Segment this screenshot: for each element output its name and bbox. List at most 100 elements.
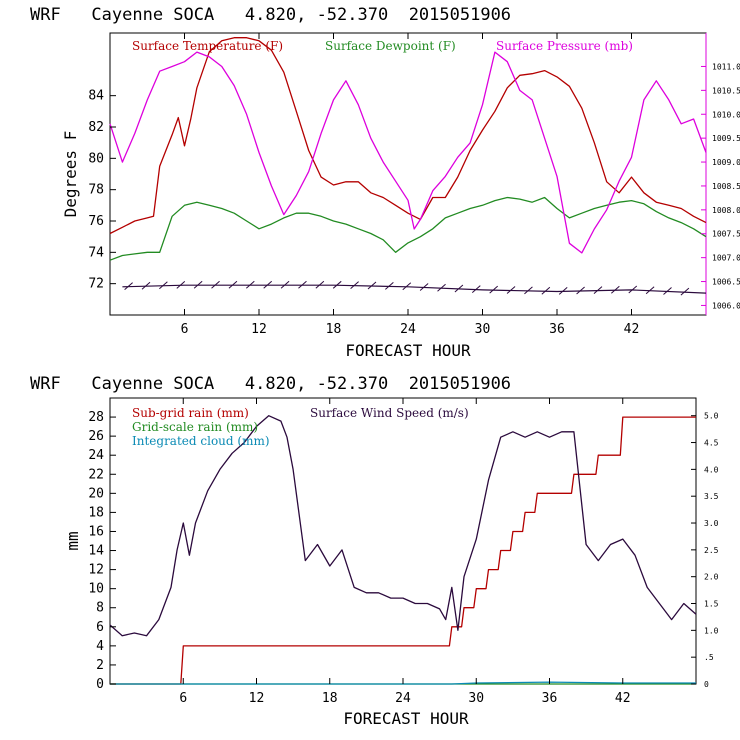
chart1-ytick-label: 78	[88, 183, 104, 198]
wind-barb	[385, 282, 394, 290]
legend-wind-speed: Surface Wind Speed (m/s)	[310, 406, 469, 420]
wind-barb	[558, 286, 568, 295]
chart1-ytick-label: 80	[88, 151, 104, 166]
wind-barb	[211, 280, 220, 289]
chart1-title: WRF Cayenne SOCA 4.820, -52.370 20150519…	[30, 5, 511, 25]
wind-barb	[280, 280, 290, 289]
chart1-y2tick-label: 1007.5	[712, 230, 740, 239]
wind-barb	[541, 286, 551, 295]
chart1-xtick-label: 12	[251, 322, 267, 337]
wind-barb	[524, 286, 533, 295]
chart2-y2tick-label: 4.0	[704, 465, 719, 474]
wind-barb	[576, 286, 585, 295]
chart1-xtick-label: 24	[400, 322, 416, 337]
chart1-xtick-label: 6	[181, 322, 189, 337]
chart2-ytick-label: 12	[88, 563, 104, 578]
legend-gridscale-rain: Grid-scale rain (mm)	[132, 420, 258, 434]
chart1-y2tick-label: 1009.5	[712, 134, 740, 143]
chart2-ytick-label: 6	[96, 620, 104, 635]
wind-barb	[628, 285, 638, 294]
chart2-ytick-label: 26	[88, 429, 104, 444]
chart1-y2tick-label: 1009.0	[712, 158, 740, 167]
chart2-xtick-label: 18	[322, 691, 338, 706]
chart2-y2tick-label: .5	[704, 653, 714, 662]
chart2-y2tick-label: 0	[704, 680, 709, 689]
precipitation-chart: WRF Cayenne SOCA 4.820, -52.370 20150519…	[30, 374, 719, 728]
chart2-ytick-label: 0	[96, 677, 104, 692]
series-line-surface-dewpoint-f	[109, 196, 707, 261]
chart2-y2tick-label: 2.5	[704, 546, 719, 555]
chart2-y2tick-label: 1.5	[704, 600, 719, 609]
chart2-ytick-label: 22	[88, 467, 104, 482]
wind-barb	[663, 287, 672, 295]
wind-barb	[159, 281, 168, 290]
wind-barb	[350, 281, 359, 290]
chart1-ytick-label: 82	[88, 120, 104, 135]
wind-barb	[315, 280, 325, 289]
chart2-ytick-label: 28	[88, 410, 104, 425]
chart2-title: WRF Cayenne SOCA 4.820, -52.370 20150519…	[30, 374, 511, 394]
chart1-y2tick-label: 1006.0	[712, 301, 740, 310]
wind-barb	[419, 283, 429, 291]
wind-barb	[611, 285, 620, 294]
temperature-chart: WRF Cayenne SOCA 4.820, -52.370 20150519…	[30, 5, 740, 360]
legend-temperature: Surface Temperature (F)	[132, 39, 283, 53]
wind-barb	[454, 284, 464, 293]
wind-barb	[506, 286, 516, 294]
chart1-xtick-label: 42	[624, 322, 640, 337]
chart2-xtick-label: 24	[395, 691, 411, 706]
wind-barb	[402, 282, 412, 291]
chart1-xtick-label: 36	[549, 322, 565, 337]
chart1-y2tick-label: 1010.5	[712, 86, 740, 95]
chart1-ytick-label: 76	[88, 214, 104, 229]
wind-barb	[298, 280, 307, 289]
chart2-x-axis-label: FORECAST HOUR	[343, 709, 469, 728]
chart1-y2tick-label: 1006.5	[712, 278, 740, 287]
wind-barb	[471, 285, 481, 294]
wind-barb	[263, 280, 273, 289]
wind-barb	[593, 286, 603, 295]
wind-barb	[367, 281, 377, 290]
chart1-y-axis-label: Degrees F	[61, 131, 80, 218]
wind-barb	[437, 283, 446, 292]
series-line-sub-grid-rain-mm	[110, 416, 696, 685]
wind-barb	[124, 282, 133, 291]
chart1-x-axis-label: FORECAST HOUR	[345, 341, 471, 360]
chart2-ytick-label: 2	[96, 658, 104, 673]
series-line-surface-temperature-f	[109, 37, 707, 235]
legend-dewpoint: Surface Dewpoint (F)	[325, 39, 456, 53]
chart1-y2tick-label: 1007.0	[712, 254, 740, 263]
chart2-ytick-label: 24	[88, 448, 104, 463]
chart2-xtick-label: 12	[249, 691, 265, 706]
chart2-xtick-label: 30	[468, 691, 484, 706]
wind-barb	[176, 280, 186, 289]
wind-barb	[645, 286, 655, 295]
series-line-surface-pressure-mb	[109, 51, 707, 254]
chart2-y2tick-label: 3.0	[704, 519, 719, 528]
chart2-ytick-label: 10	[88, 582, 104, 597]
wind-barb	[245, 280, 255, 289]
chart2-ytick-label: 16	[88, 524, 104, 539]
chart2-y-axis-label: mm	[63, 531, 82, 550]
legend-pressure: Surface Pressure (mb)	[496, 39, 633, 53]
chart1-y2tick-label: 1008.5	[712, 182, 740, 191]
chart2-y2tick-label: 5.0	[704, 412, 719, 421]
chart2-xtick-label: 6	[179, 691, 187, 706]
wind-barb	[141, 281, 151, 290]
chart1-ytick-label: 74	[88, 245, 104, 260]
chart1-y2tick-label: 1008.0	[712, 206, 740, 215]
chart2-ytick-label: 4	[96, 639, 104, 654]
chart1-xtick-label: 30	[475, 322, 491, 337]
wind-barb-baseline	[122, 284, 707, 294]
wind-barb	[193, 280, 203, 289]
legend-integrated-cloud: Integrated cloud (mm)	[132, 434, 270, 448]
chart1-ytick-label: 72	[88, 277, 104, 292]
wind-barb	[680, 287, 690, 296]
chart2-ytick-label: 18	[88, 505, 104, 520]
chart1-y2tick-label: 1011.0	[712, 62, 740, 71]
chart1-y2tick-label: 1010.0	[712, 110, 740, 119]
wind-barb	[228, 280, 238, 289]
chart1-xtick-label: 18	[326, 322, 342, 337]
wind-barb	[332, 280, 342, 289]
